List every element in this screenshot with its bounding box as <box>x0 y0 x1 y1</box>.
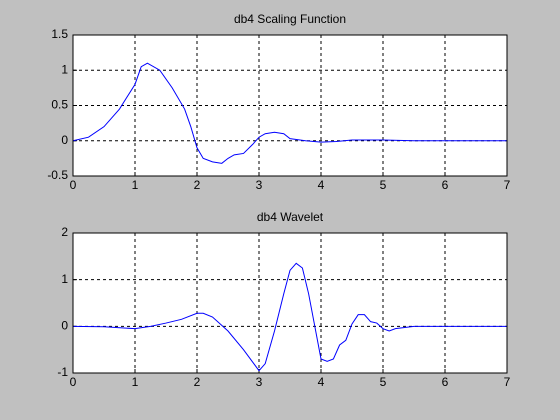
x-tick-label: 5 <box>380 375 387 389</box>
x-tick-label: 4 <box>318 178 325 192</box>
y-tick-label: 2 <box>61 225 68 239</box>
y-tick-label: 0 <box>61 133 68 147</box>
x-tick-label: 7 <box>504 375 511 389</box>
data-line <box>72 262 507 372</box>
y-tick-label: 1.5 <box>51 27 68 41</box>
y-tick-label: 1 <box>61 272 68 286</box>
chart-title: db4 Scaling Function <box>234 12 346 26</box>
x-tick-label: 4 <box>318 375 325 389</box>
y-tick-label: 1 <box>61 62 68 76</box>
axes-box <box>72 232 508 374</box>
plot-area <box>73 233 507 373</box>
y-tick-label: -1 <box>57 365 68 379</box>
x-tick-label: 5 <box>380 178 387 192</box>
x-tick-label: 3 <box>256 375 263 389</box>
x-tick-label: 3 <box>256 178 263 192</box>
data-line <box>72 62 507 164</box>
x-tick-label: 6 <box>442 178 449 192</box>
y-tick-label: 0.5 <box>51 98 68 112</box>
y-tick-label: 0 <box>61 319 68 333</box>
x-tick-label: 2 <box>194 375 201 389</box>
y-tick-label: -0.5 <box>47 168 68 182</box>
x-tick-label: 7 <box>504 178 511 192</box>
x-tick-label: 1 <box>132 178 139 192</box>
chart-title: db4 Wavelet <box>257 210 324 224</box>
x-tick-label: 6 <box>442 375 449 389</box>
axes-box <box>72 34 508 177</box>
x-tick-label: 0 <box>70 375 77 389</box>
x-tick-label: 0 <box>70 178 77 192</box>
x-tick-label: 1 <box>132 375 139 389</box>
x-tick-label: 2 <box>194 178 201 192</box>
